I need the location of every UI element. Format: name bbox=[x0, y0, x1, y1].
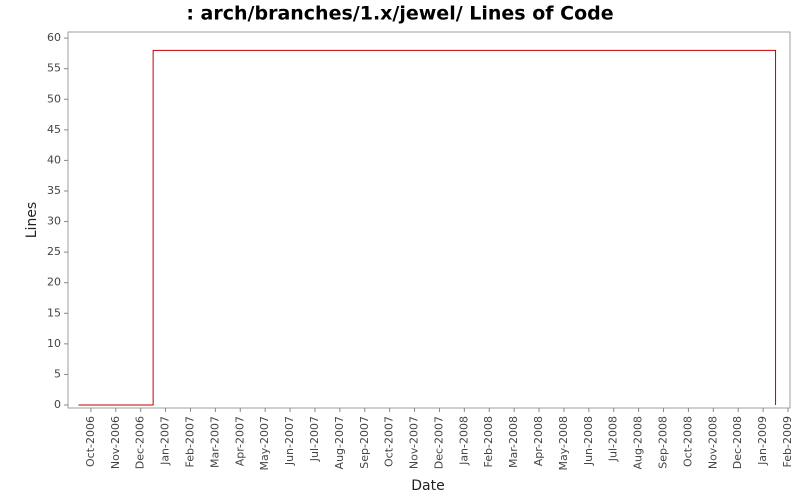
y-tick-label: 25 bbox=[47, 245, 61, 258]
x-tick-label: May-2008 bbox=[557, 416, 570, 471]
plot-area bbox=[67, 31, 791, 409]
x-tick-label: Nov-2008 bbox=[706, 416, 719, 469]
x-tick-label: Apr-2008 bbox=[532, 416, 545, 466]
x-tick-label: Sep-2008 bbox=[657, 416, 670, 469]
y-axis-label: Lines bbox=[24, 202, 40, 238]
x-tick-label: Nov-2007 bbox=[408, 416, 421, 469]
y-tick-label: 10 bbox=[47, 337, 61, 350]
x-tick-label: Aug-2007 bbox=[333, 416, 346, 469]
x-tick-label: Oct-2008 bbox=[681, 416, 694, 467]
y-tick-label: 15 bbox=[47, 306, 61, 319]
x-tick-label: Jan-2008 bbox=[457, 416, 470, 466]
x-tick-label: Aug-2008 bbox=[632, 416, 645, 469]
y-tick-label: 60 bbox=[47, 31, 61, 44]
y-tick-label: 55 bbox=[47, 62, 61, 75]
x-tick-label: Oct-2007 bbox=[383, 416, 396, 467]
x-tick-label: Dec-2008 bbox=[731, 416, 744, 469]
x-tick-label: Apr-2007 bbox=[233, 416, 246, 466]
x-tick-label: Mar-2008 bbox=[507, 416, 520, 468]
y-tick-label: 35 bbox=[47, 184, 61, 197]
x-tick-label: Feb-2009 bbox=[781, 416, 794, 467]
x-tick-label: Mar-2007 bbox=[208, 416, 221, 468]
x-tick-label: Jun-2007 bbox=[283, 416, 296, 466]
chart-title: : arch/branches/1.x/jewel/ Lines of Code bbox=[186, 3, 613, 25]
x-tick-label: Jun-2008 bbox=[582, 416, 595, 466]
x-tick-label: Jan-2007 bbox=[159, 416, 172, 466]
y-tick-label: 45 bbox=[47, 123, 61, 136]
y-tick-label: 50 bbox=[47, 92, 61, 105]
x-tick-label: Jan-2009 bbox=[756, 416, 769, 466]
y-tick-label: 0 bbox=[54, 398, 61, 411]
y-tick-label: 20 bbox=[47, 276, 61, 289]
x-tick-label: Feb-2007 bbox=[183, 416, 196, 467]
x-axis-label: Date bbox=[411, 478, 444, 494]
x-tick-label: Dec-2006 bbox=[134, 416, 147, 469]
y-tick-label: 40 bbox=[47, 153, 61, 166]
x-tick-label: May-2007 bbox=[258, 416, 271, 471]
data-line bbox=[78, 49, 777, 406]
x-tick-label: Sep-2007 bbox=[358, 416, 371, 469]
x-tick-label: Jul-2008 bbox=[607, 416, 620, 462]
x-tick-label: Oct-2006 bbox=[84, 416, 97, 467]
y-tick-label: 30 bbox=[47, 215, 61, 228]
x-tick-label: Feb-2008 bbox=[482, 416, 495, 467]
x-tick-label: Dec-2007 bbox=[432, 416, 445, 469]
x-tick-label: Nov-2006 bbox=[109, 416, 122, 469]
y-tick-label: 5 bbox=[54, 367, 61, 380]
x-tick-label: Jul-2007 bbox=[308, 416, 321, 462]
